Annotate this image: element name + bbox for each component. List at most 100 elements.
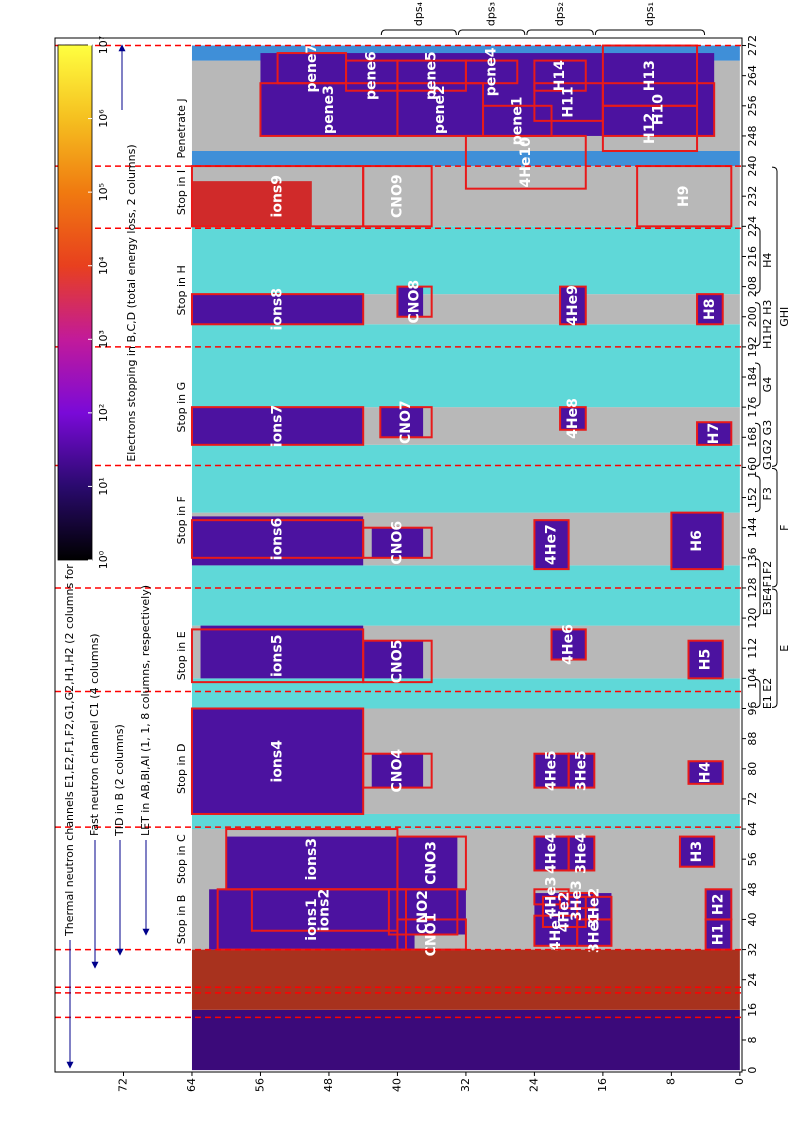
channel-group-bracket: [754, 475, 761, 513]
selection-box: [550, 628, 587, 661]
x-tick-label: 40: [746, 912, 759, 926]
y-tick-label: 0: [733, 1078, 746, 1085]
heat-region: [534, 893, 612, 946]
selection-box: [687, 639, 724, 680]
selection-box: [396, 835, 467, 891]
note: Thermal neutron channels E1,E2,F1,F2,G1,…: [63, 530, 76, 937]
selection-box: [362, 752, 433, 789]
x-tick-label: 152: [746, 487, 759, 508]
box-label: CNO8: [407, 280, 423, 324]
box-label: CNO9: [389, 174, 405, 218]
selection-box: [567, 752, 596, 789]
colorbar-tick-label: 10⁴: [97, 256, 110, 275]
dps-bracket: [594, 29, 706, 36]
detector-group-bracket: [771, 467, 778, 588]
dps-label: dps₂: [553, 2, 566, 26]
box-label: H3: [689, 841, 705, 862]
selection-box: [670, 511, 724, 571]
dps-bracket: [457, 29, 526, 36]
box-label: ions4: [270, 740, 286, 783]
colorbar-tick-label: 10¹: [97, 477, 110, 495]
heat-region: [191, 1009, 740, 1071]
colorbar-tick-label: 10⁵: [97, 183, 110, 201]
heat-region: [191, 181, 312, 227]
x-tick-label: 96: [746, 701, 759, 715]
heat-region: [560, 407, 586, 430]
x-tick-label: 192: [746, 336, 759, 357]
box-label: CNO1: [424, 913, 440, 957]
heat-region: [209, 889, 415, 950]
box-label: H6: [689, 530, 705, 551]
dps-label: dps₄: [412, 1, 425, 26]
heat-region: [397, 836, 458, 890]
y-tick-label: 64: [185, 1078, 198, 1092]
x-tick-label: 264: [746, 65, 759, 86]
box-label: pene5: [424, 51, 440, 100]
dps-label: dps₃: [485, 2, 498, 26]
channel-group-label: G4: [761, 377, 774, 393]
heat-region: [380, 407, 424, 438]
x-tick-label: 56: [746, 852, 759, 866]
box-label: pene2: [432, 85, 448, 134]
heat-region: [191, 294, 364, 325]
heat-region: [697, 422, 732, 445]
box-label: pene6: [364, 51, 380, 100]
selection-box: [379, 406, 433, 439]
x-tick-label: 24: [746, 973, 759, 987]
colorbar-tick-label: 10⁰: [97, 550, 110, 569]
heat-region: [371, 753, 424, 788]
dps-label: dps₁: [643, 2, 656, 26]
selection-box: [687, 760, 724, 785]
x-tick-label: 88: [746, 732, 759, 746]
heat-region: [388, 889, 466, 935]
y-tick-label: 32: [459, 1078, 472, 1092]
box-label: H5: [698, 649, 714, 670]
channel-group-bracket: [754, 362, 761, 407]
y-tick-label: 8: [664, 1078, 677, 1085]
region-label: Stop in D: [175, 744, 188, 795]
box-label: CNO5: [389, 640, 405, 684]
note: LET in AB,BI,AI (1, 1, 8 columns, respec…: [139, 585, 152, 836]
box-label: CNO6: [389, 521, 405, 565]
channel-group-bracket: [754, 226, 761, 294]
selection-box: [541, 895, 587, 928]
selection-box: [636, 165, 733, 228]
heat-region: [560, 286, 586, 325]
heat-region: [191, 678, 740, 709]
channel-group-label: E3E4F1F2: [761, 561, 774, 616]
colorbar-tick-label: 10⁷: [97, 36, 110, 54]
heat-region: [200, 625, 364, 679]
box-label: H1: [710, 924, 726, 945]
x-tick-label: 240: [746, 156, 759, 177]
selection-box: [533, 59, 587, 92]
region-label: Stop in G: [175, 382, 188, 433]
x-tick-label: 272: [746, 35, 759, 56]
channel-group-bracket: [754, 558, 761, 618]
detector-group-label: F: [778, 525, 791, 531]
heat-region: [679, 836, 715, 867]
heat-region: [191, 166, 740, 227]
y-tick-label: 72: [116, 1078, 129, 1092]
box-label: 4He2: [556, 892, 572, 933]
box-label: H12: [642, 113, 658, 144]
selection-box: [396, 285, 433, 318]
heat-region: [226, 836, 398, 890]
box-label: 3He2: [586, 888, 602, 929]
x-tick-label: 200: [746, 306, 759, 327]
x-tick-label: 160: [746, 457, 759, 478]
x-tick-label: 0: [746, 1067, 759, 1074]
channel-group-bracket: [754, 422, 761, 467]
box-label: H10: [651, 94, 667, 125]
selection-box: [559, 406, 587, 431]
x-tick-label: 224: [746, 216, 759, 237]
x-tick-label: 32: [746, 943, 759, 957]
box-label: 3He3: [569, 880, 585, 921]
box-label: ions6: [270, 518, 286, 560]
selection-box: [567, 835, 596, 872]
selection-box: [704, 888, 733, 921]
box-label: ions3: [304, 838, 320, 880]
channel-group-bracket: [754, 678, 761, 708]
note: TID in B (2 columns): [113, 724, 126, 837]
heat-region: [671, 512, 723, 570]
